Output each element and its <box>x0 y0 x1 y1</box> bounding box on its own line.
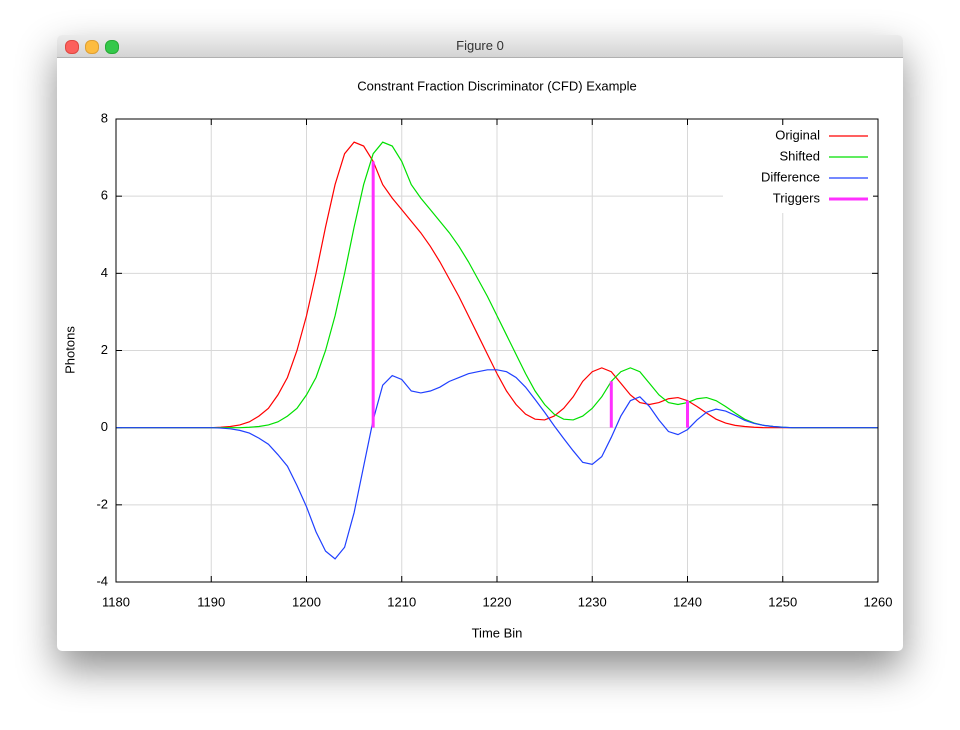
y-tick-label: -2 <box>96 496 108 511</box>
x-tick-label: 1230 <box>578 594 607 609</box>
legend-label: Original <box>775 127 820 142</box>
window-title: Figure 0 <box>456 38 504 53</box>
title-bar: Figure 0 <box>57 35 903 58</box>
y-tick-label: 0 <box>101 419 108 434</box>
y-tick-label: 4 <box>101 265 108 280</box>
zoom-button[interactable] <box>105 40 119 54</box>
plot-border <box>115 118 879 583</box>
series-line <box>116 141 878 429</box>
legend-label: Difference <box>761 169 820 184</box>
series-line <box>116 369 878 560</box>
y-axis-label: Photons <box>62 326 77 374</box>
x-tick-label: 1220 <box>483 594 512 609</box>
x-tick-label: 1250 <box>768 594 797 609</box>
legend-label: Shifted <box>780 148 820 163</box>
y-tick-label: -4 <box>96 573 108 588</box>
series-line <box>116 141 878 429</box>
close-button[interactable] <box>65 40 79 54</box>
x-tick-label: 1260 <box>864 594 893 609</box>
x-tick-label: 1240 <box>673 594 702 609</box>
y-tick-label: 2 <box>101 342 108 357</box>
legend-label: Triggers <box>773 190 821 205</box>
x-tick-label: 1200 <box>292 594 321 609</box>
x-tick-label: 1210 <box>387 594 416 609</box>
y-tick-label: 8 <box>101 110 108 125</box>
x-axis-label: Time Bin <box>472 625 523 640</box>
minimize-button[interactable] <box>85 40 99 54</box>
x-tick-label: 1190 <box>197 594 225 609</box>
chart-title: Constrant Fraction Discriminator (CFD) E… <box>357 78 637 93</box>
y-tick-label: 6 <box>101 188 108 203</box>
x-tick-label: 1180 <box>102 594 130 609</box>
